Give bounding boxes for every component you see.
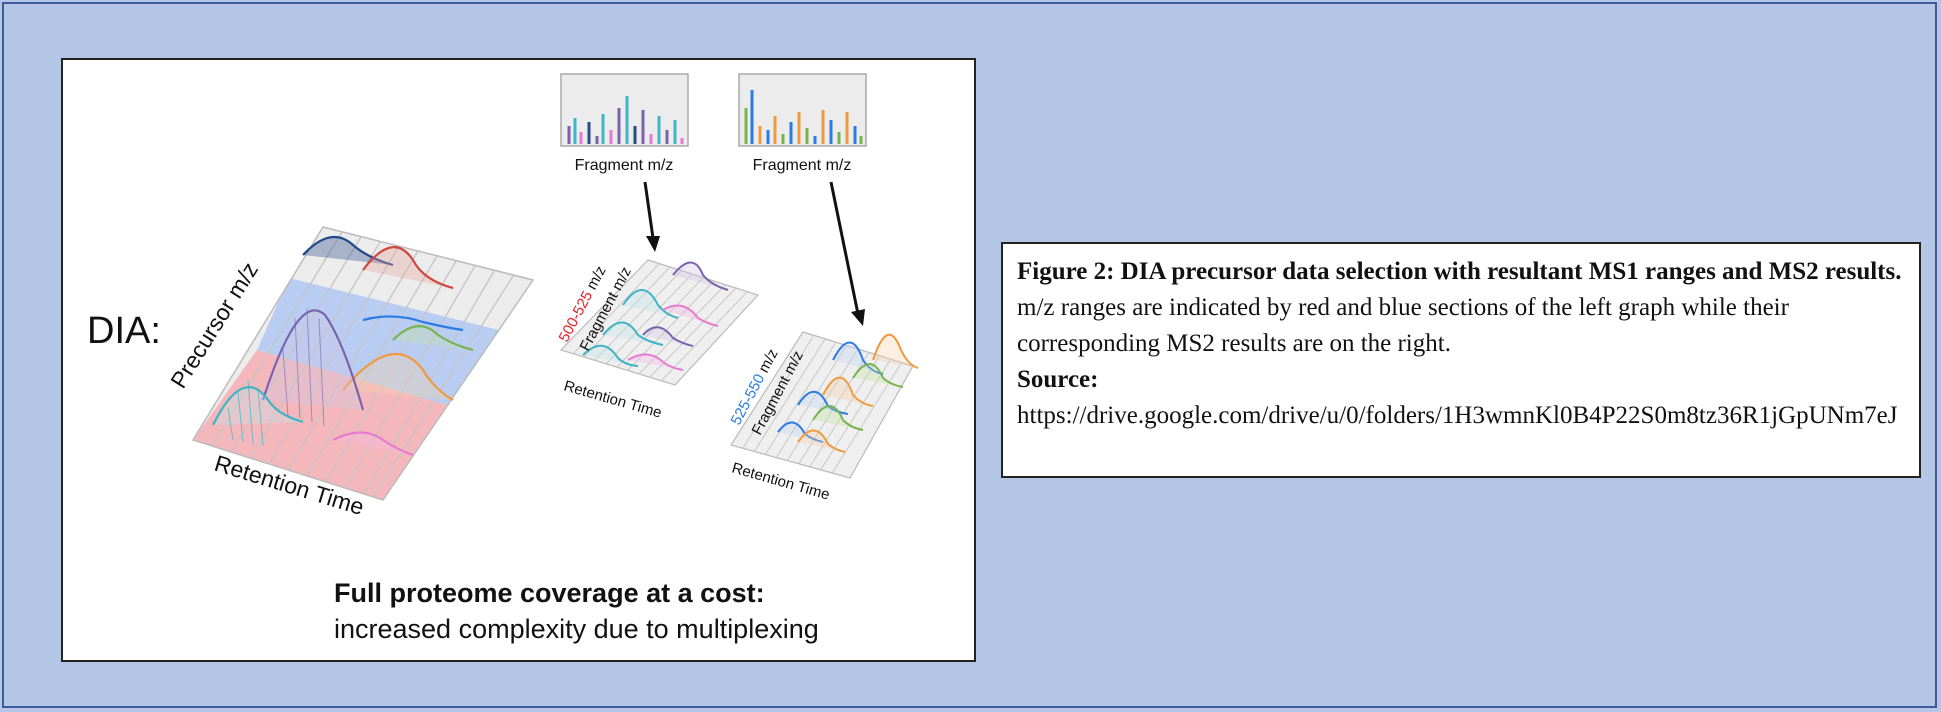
ms2-plane-525-550: 525-550 m/z Fragment m/z Retention Time: [728, 331, 919, 504]
arrow-right: [829, 181, 865, 326]
peak-green: [392, 325, 474, 352]
ms2-plane-500-525: 500-525 m/z Fragment m/z Retention Time: [556, 259, 760, 422]
retention-axis-left: Retention Time: [562, 378, 664, 422]
red-range-band: [193, 350, 447, 500]
dia-diagram: Precursor m/z Retention Time: [165, 73, 919, 520]
caption-body: m/z ranges are indicated by red and blue…: [1017, 294, 1789, 357]
peak-purple-tall: [261, 309, 365, 411]
peak-blue-flat: [362, 315, 464, 332]
spectrum-right: Fragment m/z: [738, 73, 867, 174]
figure-panel: Precursor m/z Retention Time: [61, 58, 976, 662]
spectrum-left-label: Fragment m/z: [575, 157, 674, 174]
spectrum-left: Fragment m/z: [560, 73, 689, 174]
caption-source-label: Source:: [1017, 366, 1099, 393]
main-plane: Precursor m/z Retention Time: [165, 226, 535, 520]
peak-navy: [302, 235, 394, 267]
footer-normal: increased complexity due to multiplexing: [334, 614, 819, 644]
spectrum-right-label: Fragment m/z: [753, 157, 852, 174]
peak-pink: [332, 431, 414, 457]
caption-source-url: https://drive.google.com/drive/u/0/folde…: [1017, 402, 1898, 429]
peak-red: [362, 246, 454, 290]
footer-bold: Full proteome coverage at a cost:: [334, 578, 765, 608]
caption-title: Figure 2: DIA precursor data selection w…: [1017, 258, 1902, 285]
dia-label: DIA:: [87, 310, 161, 352]
peak-orange: [342, 353, 454, 401]
arrow-left: [643, 181, 660, 252]
caption-box: Figure 2: DIA precursor data selection w…: [1001, 242, 1921, 478]
peak-cyan: [212, 386, 304, 426]
figure-footer: Full proteome coverage at a cost: increa…: [334, 575, 819, 647]
